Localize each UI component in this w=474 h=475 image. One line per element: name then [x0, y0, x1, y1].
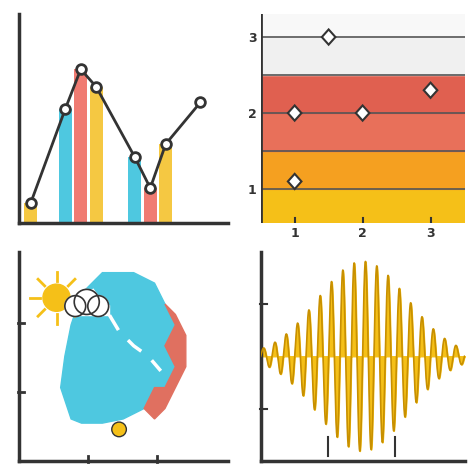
Polygon shape: [288, 174, 301, 189]
Bar: [90, 87, 103, 223]
Polygon shape: [288, 105, 301, 121]
Bar: [261, 113, 465, 151]
Circle shape: [112, 422, 127, 437]
Circle shape: [74, 289, 99, 314]
Bar: [261, 37, 465, 75]
Bar: [74, 69, 87, 223]
Circle shape: [43, 284, 70, 311]
Bar: [128, 157, 141, 223]
Bar: [261, 14, 465, 37]
Bar: [24, 203, 37, 223]
Bar: [261, 151, 465, 189]
Polygon shape: [322, 29, 336, 45]
Polygon shape: [356, 105, 369, 121]
Bar: [261, 75, 465, 113]
Bar: [144, 188, 157, 223]
Bar: [261, 189, 465, 223]
Circle shape: [88, 295, 109, 316]
Circle shape: [65, 295, 86, 316]
Bar: [65, 305, 109, 315]
Bar: [59, 109, 72, 223]
Polygon shape: [424, 83, 438, 98]
Bar: [159, 144, 172, 223]
Polygon shape: [61, 273, 175, 423]
Polygon shape: [144, 304, 186, 419]
